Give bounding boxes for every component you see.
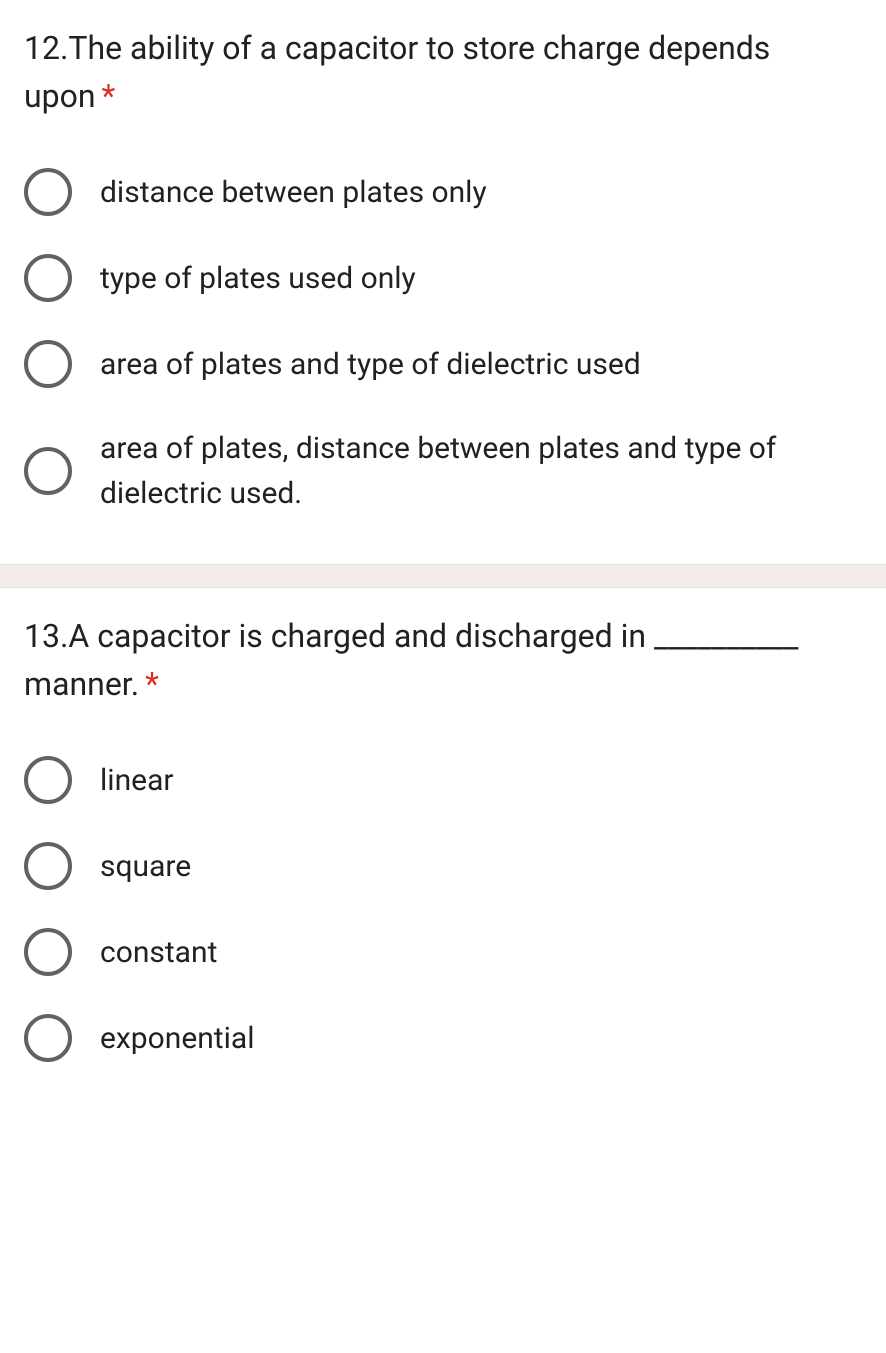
option-item[interactable]: distance between plates only — [24, 168, 862, 216]
radio-icon[interactable] — [24, 756, 72, 804]
option-label: area of plates, distance between plates … — [100, 426, 862, 516]
option-item[interactable]: area of plates, distance between plates … — [24, 426, 862, 516]
option-item[interactable]: linear — [24, 756, 862, 804]
option-item[interactable]: type of plates used only — [24, 254, 862, 302]
radio-icon[interactable] — [24, 447, 72, 495]
option-label: exponential — [100, 1016, 255, 1061]
radio-icon[interactable] — [24, 842, 72, 890]
option-label: constant — [100, 930, 217, 975]
question-text-content: 13.A capacitor is charged and discharged… — [24, 617, 798, 703]
question-text-content: 12.The ability of a capacitor to store c… — [24, 29, 770, 115]
option-item[interactable]: area of plates and type of dielectric us… — [24, 340, 862, 388]
option-item[interactable]: constant — [24, 928, 862, 976]
card-separator — [0, 564, 886, 588]
option-label: square — [100, 844, 191, 889]
required-asterisk: * — [145, 665, 159, 703]
radio-icon[interactable] — [24, 254, 72, 302]
question-title: 13.A capacitor is charged and discharged… — [24, 612, 862, 708]
question-card-13: 13.A capacitor is charged and discharged… — [0, 588, 886, 1110]
required-asterisk: * — [102, 77, 116, 115]
option-label: distance between plates only — [100, 170, 487, 215]
option-label: area of plates and type of dielectric us… — [100, 342, 641, 387]
options-group: linear square constant exponential — [24, 756, 862, 1062]
radio-icon[interactable] — [24, 168, 72, 216]
option-item[interactable]: square — [24, 842, 862, 890]
radio-icon[interactable] — [24, 928, 72, 976]
radio-icon[interactable] — [24, 340, 72, 388]
option-item[interactable]: exponential — [24, 1014, 862, 1062]
options-group: distance between plates only type of pla… — [24, 168, 862, 516]
question-card-12: 12.The ability of a capacitor to store c… — [0, 0, 886, 564]
option-label: type of plates used only — [100, 256, 416, 301]
question-title: 12.The ability of a capacitor to store c… — [24, 24, 862, 120]
radio-icon[interactable] — [24, 1014, 72, 1062]
option-label: linear — [100, 758, 174, 803]
